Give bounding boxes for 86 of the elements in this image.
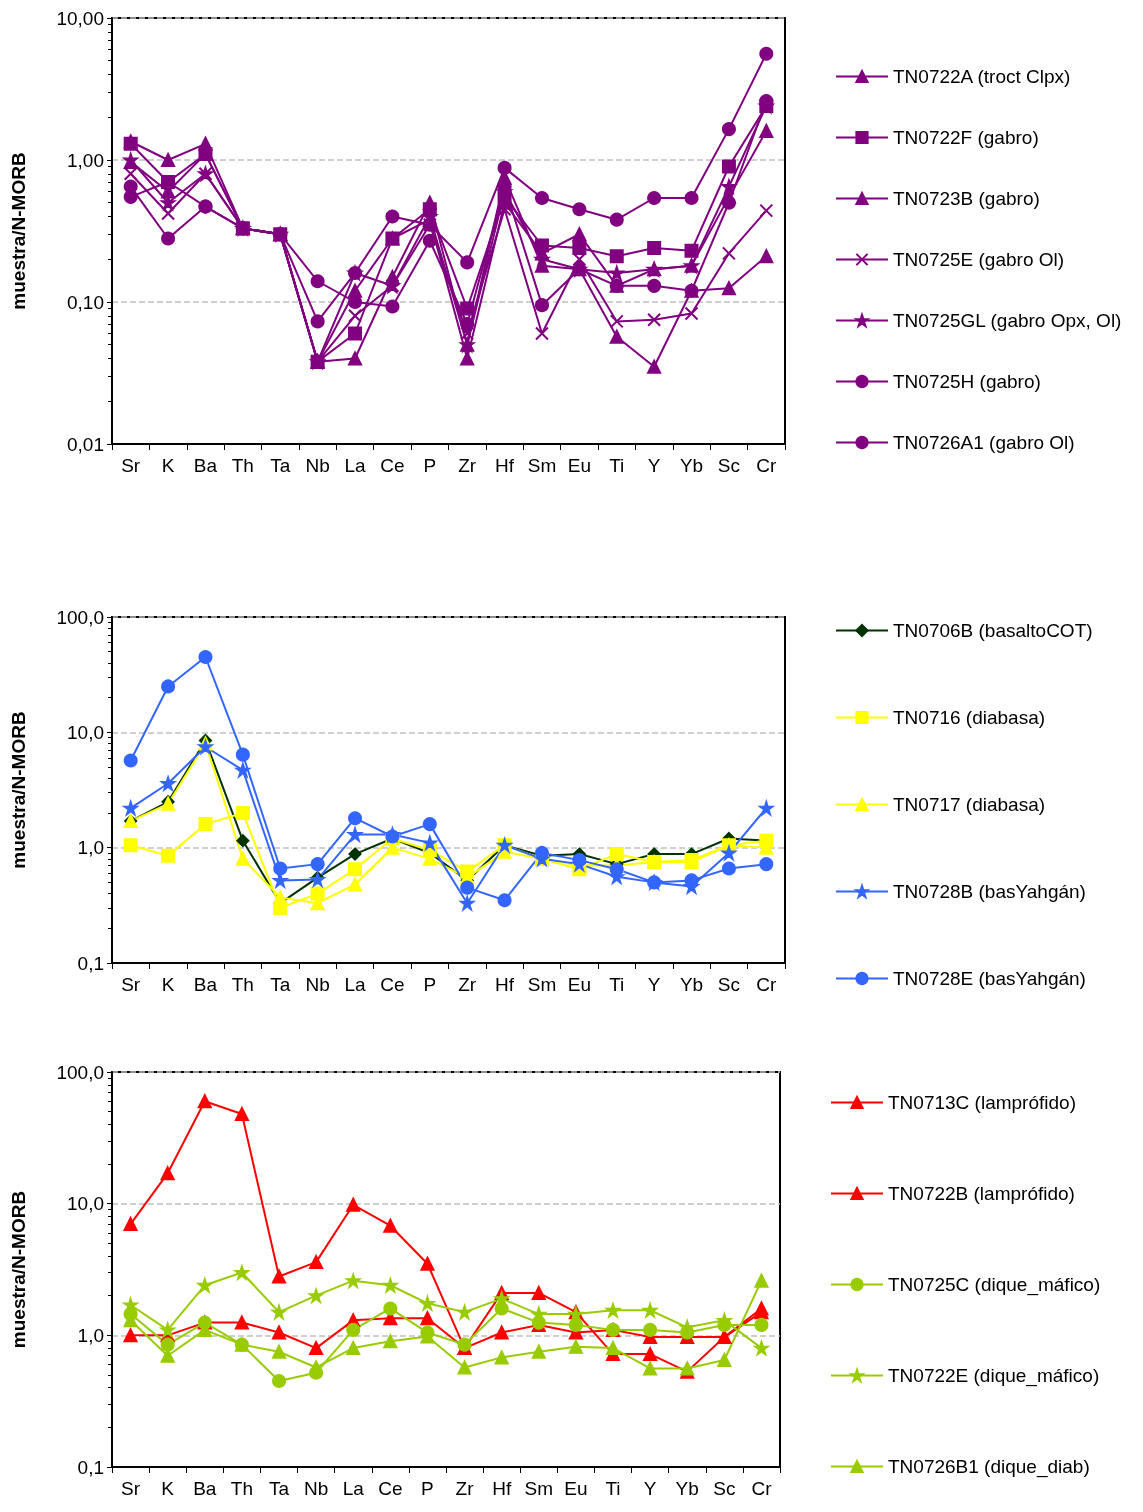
y-tick-label: 0,10 — [67, 291, 104, 313]
x-tick-label: Eu — [567, 455, 591, 476]
x-tick-label: Y — [643, 1478, 657, 1499]
x-tick-label: Th — [230, 1478, 253, 1499]
x-tick-label: K — [161, 1478, 175, 1499]
x-tick-label: Ce — [380, 455, 405, 476]
legend-label: TN0728B (basYahgán) — [893, 881, 1086, 902]
y-tick-label: 1,0 — [77, 837, 104, 859]
x-tick-label: K — [161, 455, 175, 476]
legend-label: TN0722E (dique_máfico) — [888, 1365, 1100, 1387]
legend-label: TN0728E (basYahgán) — [893, 968, 1086, 989]
x-tick-label: Cr — [756, 974, 777, 995]
x-tick-label: Zr — [455, 1478, 475, 1499]
x-tick-label: Yb — [679, 455, 704, 476]
x-tick-label: Cr — [756, 455, 777, 476]
y-tick-label: 10,00 — [56, 7, 104, 29]
x-tick-label: Ta — [270, 455, 291, 476]
legend-label: TN0706B (basaltoCOT) — [893, 620, 1093, 641]
x-tick-label: Ta — [270, 974, 291, 995]
x-tick-label: Sr — [121, 455, 141, 476]
x-tick-label: La — [342, 1478, 365, 1499]
legend-label: TN0725GL (gabro Opx, Ol) — [893, 310, 1122, 331]
x-tick-label: Cr — [751, 1478, 773, 1499]
x-tick-label: P — [423, 455, 437, 476]
legend-label: TN0713C (lamprófido) — [888, 1092, 1076, 1113]
y-tick-label: 0,1 — [77, 1456, 104, 1478]
x-tick-label: Hf — [492, 1478, 512, 1499]
x-tick-label: Ce — [380, 974, 405, 995]
x-tick-label: La — [344, 455, 367, 476]
x-tick-label: Sc — [713, 1478, 736, 1499]
legend-label: TN0725C (dique_máfico) — [888, 1274, 1101, 1296]
x-tick-label: Nb — [305, 455, 330, 476]
legend-label: TN0726A1 (gabro Ol) — [893, 432, 1075, 453]
x-tick-label: Ba — [193, 455, 218, 476]
x-tick-label: Nb — [303, 1478, 329, 1499]
x-tick-label: Ce — [378, 1478, 403, 1499]
x-tick-label: Ti — [609, 974, 625, 995]
x-tick-label: Zr — [458, 455, 477, 476]
x-tick-label: Nb — [305, 974, 330, 995]
x-tick-label: P — [421, 1478, 434, 1499]
y-tick-label: 1,0 — [77, 1324, 104, 1346]
x-tick-label: Hf — [495, 974, 515, 995]
legend-label: TN0716 (diabasa) — [893, 707, 1046, 728]
x-tick-label: Sc — [717, 455, 741, 476]
x-tick-label: P — [423, 974, 437, 995]
legend-label: TN0725E (gabro Ol) — [893, 249, 1065, 270]
x-tick-label: Ba — [193, 1478, 217, 1499]
x-tick-label: Th — [231, 974, 254, 995]
y-tick-label: 1,00 — [67, 149, 104, 171]
x-tick-label: K — [161, 974, 175, 995]
x-tick-label: Sc — [717, 974, 741, 995]
x-tick-label: Y — [647, 974, 661, 995]
legend-label: TN0722A (troct Clpx) — [893, 66, 1071, 87]
x-tick-label: Hf — [495, 455, 515, 476]
x-tick-label: Ta — [268, 1478, 290, 1499]
x-tick-label: Zr — [458, 974, 477, 995]
x-tick-label: Sm — [527, 455, 557, 476]
x-tick-label: Sr — [121, 1478, 141, 1499]
x-tick-label: Sm — [527, 974, 557, 995]
x-tick-label: Eu — [564, 1478, 588, 1499]
x-tick-label: Th — [231, 455, 254, 476]
y-tick-label: 0,01 — [67, 433, 104, 455]
y-tick-label: 100,0 — [56, 1061, 104, 1083]
x-tick-label: Yb — [679, 974, 704, 995]
y-tick-label: 10,0 — [67, 721, 104, 743]
legend-label: TN0717 (diabasa) — [893, 794, 1046, 815]
x-tick-label: La — [344, 974, 367, 995]
legend-label: TN0722F (gabro) — [893, 127, 1039, 148]
legend-label: TN0725H (gabro) — [893, 371, 1041, 392]
x-tick-label: Ti — [605, 1478, 621, 1499]
y-axis-title: muestra/N-MORB — [8, 152, 29, 310]
x-tick-label: Sm — [524, 1478, 554, 1499]
legend-label: TN0723B (gabro) — [893, 188, 1040, 209]
y-tick-label: 0,1 — [77, 952, 104, 974]
x-tick-label: Sr — [121, 974, 141, 995]
x-tick-label: Yb — [675, 1478, 699, 1499]
y-tick-label: 10,0 — [67, 1193, 104, 1215]
x-tick-label: Ti — [609, 455, 625, 476]
y-axis-title: muestra/N-MORB — [8, 711, 29, 869]
y-axis-title: muestra/N-MORB — [8, 1190, 29, 1349]
x-tick-label: Y — [647, 455, 661, 476]
legend-label: TN0722B (lamprófido) — [888, 1183, 1075, 1204]
legend-label: TN0726B1 (dique_diab) — [888, 1456, 1090, 1478]
x-tick-label: Ba — [193, 974, 218, 995]
y-tick-label: 100,0 — [56, 606, 104, 628]
x-tick-label: Eu — [567, 974, 591, 995]
